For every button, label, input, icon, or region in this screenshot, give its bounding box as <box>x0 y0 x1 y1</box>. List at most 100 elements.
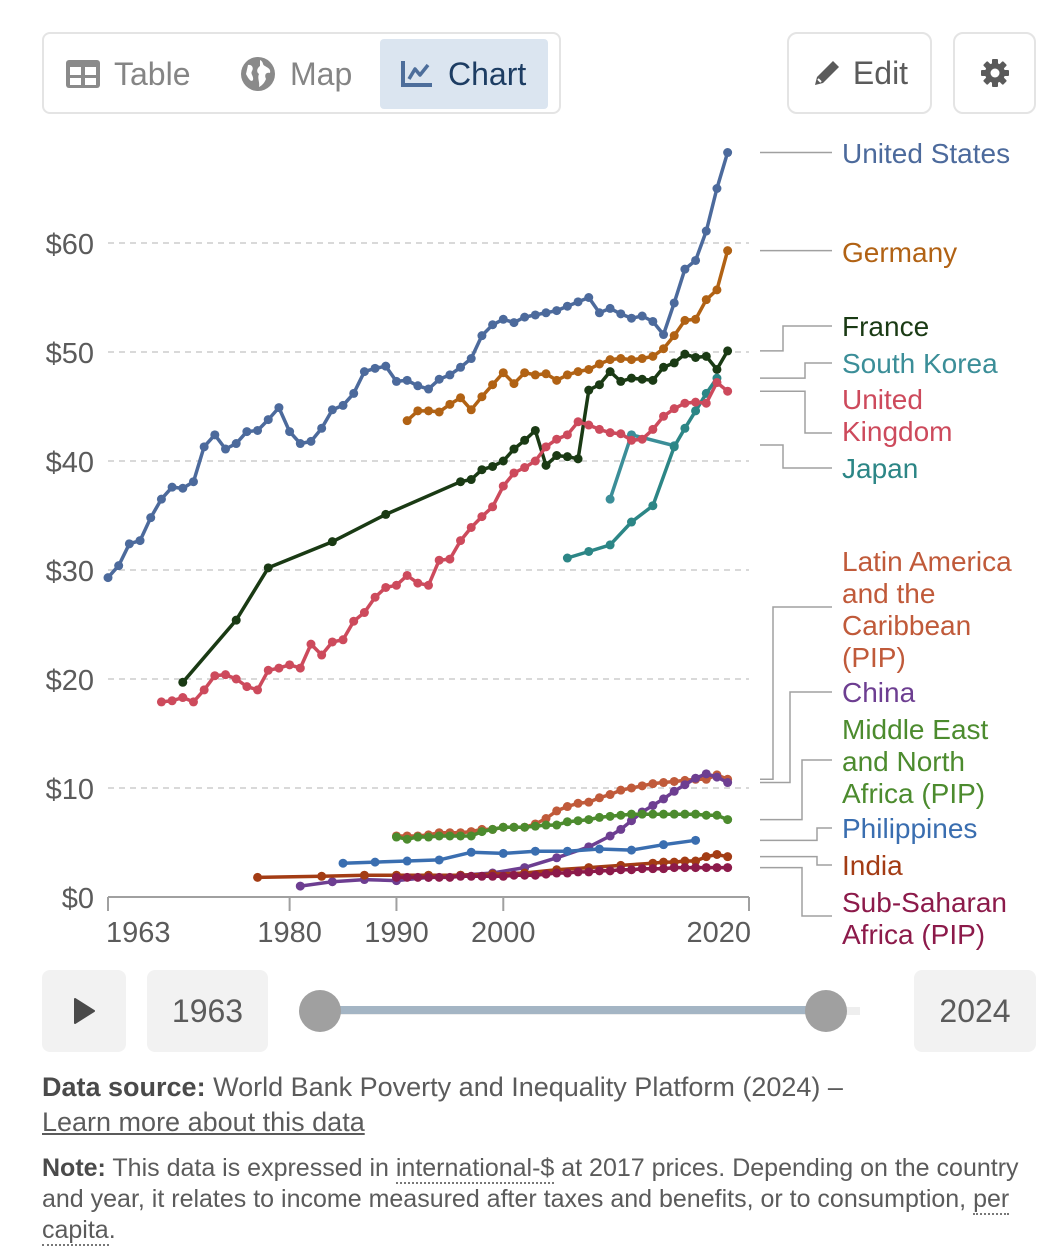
data-point <box>669 404 679 414</box>
data-point <box>178 693 188 703</box>
label-connector <box>760 691 832 784</box>
data-point <box>669 442 679 452</box>
data-point <box>413 832 423 842</box>
data-point <box>669 809 679 819</box>
per-capita-link[interactable]: per capita <box>42 1185 1010 1246</box>
pencil-icon <box>811 57 843 89</box>
x-tick-label: 2000 <box>471 917 536 949</box>
data-point <box>167 482 177 492</box>
data-point <box>434 407 444 417</box>
label-connector <box>760 759 832 821</box>
data-point <box>530 821 540 831</box>
data-point <box>488 461 498 471</box>
data-point <box>199 685 209 695</box>
series-label: Japan <box>842 453 918 484</box>
data-point <box>466 405 476 415</box>
data-point <box>424 872 433 882</box>
data-point <box>605 355 615 365</box>
edit-button[interactable]: Edit <box>787 32 932 114</box>
x-tick-label: 1963 <box>106 917 171 949</box>
data-point <box>541 369 551 379</box>
series-line <box>106 152 730 579</box>
data-point <box>477 331 487 341</box>
data-point <box>178 677 188 687</box>
tab-chart[interactable]: Chart <box>380 39 549 109</box>
data-point <box>434 855 444 865</box>
data-point <box>381 582 391 592</box>
data-point <box>520 312 530 322</box>
note: Note: This data is expressed in internat… <box>42 1153 1032 1246</box>
data-point <box>391 872 401 882</box>
tab-map-label: Map <box>290 55 353 92</box>
timeline-start-handle[interactable] <box>299 990 341 1032</box>
data-point <box>541 308 551 318</box>
timeline-end-handle[interactable] <box>805 990 847 1032</box>
note-end: . <box>108 1216 116 1244</box>
data-point <box>680 423 690 433</box>
data-point <box>498 871 508 881</box>
data-point <box>498 848 508 858</box>
data-point <box>317 871 327 881</box>
data-point <box>327 405 337 415</box>
data-point <box>648 351 658 361</box>
data-point <box>605 367 615 377</box>
data-point <box>370 363 380 373</box>
data-point <box>712 772 722 782</box>
data-point <box>210 430 220 440</box>
series-label: United States <box>842 138 1010 169</box>
data-point <box>488 320 498 330</box>
data-point <box>509 444 519 454</box>
tab-map[interactable]: Map <box>240 39 352 109</box>
data-point <box>637 354 647 364</box>
data-point <box>562 452 572 462</box>
data-point <box>530 846 540 856</box>
y-tick-label: $20 <box>46 665 94 697</box>
data-point <box>616 309 626 319</box>
start-year-label: 1963 <box>171 992 244 1029</box>
series-label: Latin America <box>842 546 1012 577</box>
data-point <box>552 451 562 461</box>
data-point <box>616 810 626 820</box>
table-icon <box>66 60 100 88</box>
data-point <box>317 423 327 433</box>
data-point <box>466 475 476 485</box>
start-year-field[interactable]: 1963 <box>147 970 268 1052</box>
globe-icon <box>240 56 276 92</box>
data-point <box>680 780 690 790</box>
data-point <box>231 615 241 625</box>
data-point <box>605 494 615 504</box>
international-dollar-link[interactable]: international-$ <box>395 1154 555 1184</box>
y-tick-label: $60 <box>46 229 94 261</box>
data-point <box>402 872 412 882</box>
learn-more-link[interactable]: Learn more about this data <box>42 1107 365 1137</box>
data-point <box>477 827 487 837</box>
data-point <box>659 857 669 867</box>
data-point <box>584 385 594 395</box>
data-point <box>691 856 701 866</box>
x-tick-label: 1980 <box>257 917 322 949</box>
data-point <box>370 592 380 602</box>
label-connector <box>760 855 832 866</box>
data-point <box>637 864 647 874</box>
data-point <box>637 809 647 819</box>
play-button[interactable] <box>42 970 126 1052</box>
data-point <box>626 517 636 527</box>
data-point <box>723 386 733 396</box>
data-point <box>530 425 540 435</box>
data-point <box>562 802 572 812</box>
data-point <box>584 546 594 556</box>
data-point <box>659 330 669 340</box>
series-line <box>396 773 729 838</box>
series-latin-america-and-the-caribbean-pip <box>391 770 733 841</box>
data-point <box>285 427 295 437</box>
data-point <box>338 400 348 410</box>
settings-button[interactable] <box>953 32 1036 114</box>
data-point <box>520 822 530 832</box>
end-year-field[interactable]: 2024 <box>914 970 1036 1052</box>
series-label: Caribbean <box>842 610 971 641</box>
data-point <box>498 456 508 466</box>
tab-table[interactable]: Table <box>66 39 191 109</box>
data-point <box>434 374 444 384</box>
data-point <box>669 863 679 873</box>
data-point <box>541 442 551 452</box>
